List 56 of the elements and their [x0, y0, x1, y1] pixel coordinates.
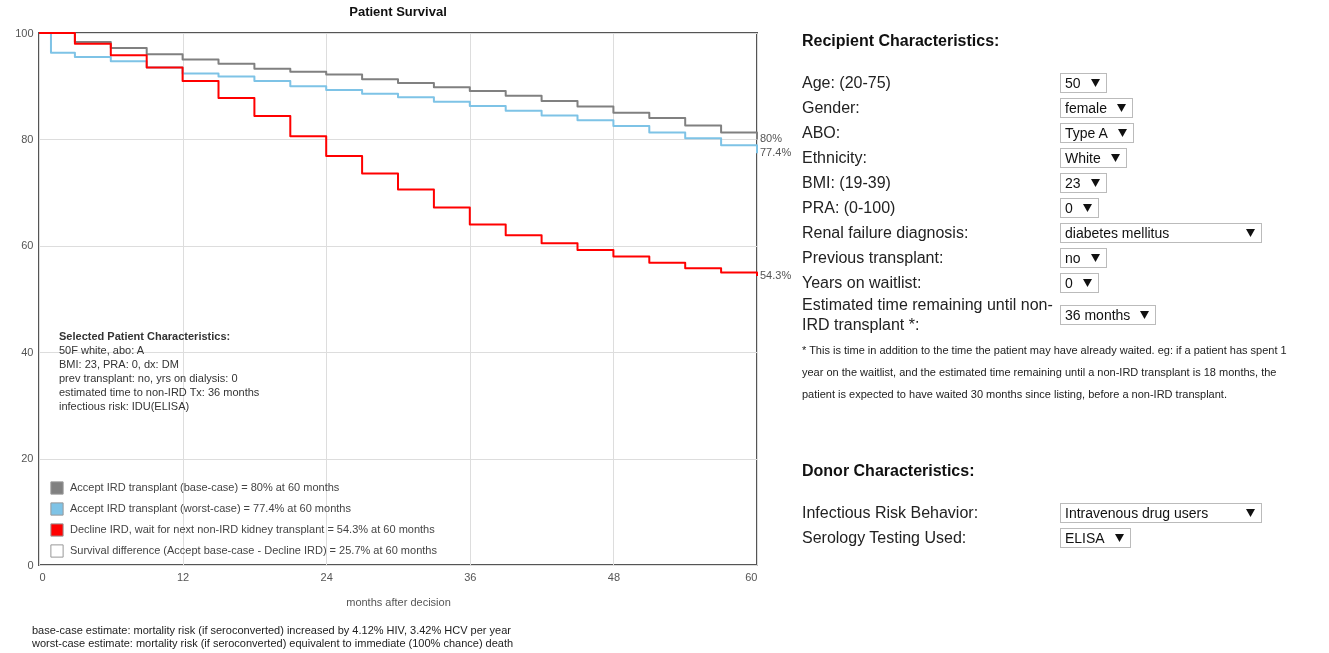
data-label: 54.3%	[760, 269, 792, 282]
annotation: BMI: 23, PRA: 0, dx: DM	[59, 358, 179, 370]
text: Infectious Risk Behavior:	[802, 502, 980, 523]
data-label: 77.4%	[760, 146, 792, 159]
dropdown: no	[1060, 247, 1107, 268]
text: * This is time in addition to the time the patient may have already waited. eg: if a patient has spent 1 year on the waitlist, and the estimated time remaining until a non-IRD transplant is 18 months, the patient is expected to have waited 30 months since listing, before a non-IRD transplant.	[802, 343, 1288, 402]
y-tick-label: 60	[21, 239, 34, 252]
y-tick-label: 40	[21, 345, 34, 358]
text: Years on waitlist:	[802, 272, 923, 293]
x-tick-label: 0	[39, 570, 46, 583]
text: Donor Characteristics:	[802, 462, 976, 480]
legend-label: Accept IRD transplant (base-case) = 80% at 60 months	[70, 481, 340, 493]
dropdown: 36 months	[1060, 305, 1157, 325]
dropdown: 0	[1060, 197, 1099, 218]
annotation: Selected Patient Characteristics:	[59, 330, 231, 342]
x-tick-label: 48	[607, 570, 621, 583]
text: Age: (20-75)	[802, 72, 892, 93]
text: Gender:	[802, 97, 861, 118]
dropdown: female	[1060, 97, 1134, 118]
annotation: infectious risk: IDU(ELISA)	[59, 400, 190, 412]
data-label: 80%	[760, 132, 783, 145]
annotation: prev transplant: no, yrs on dialysis: 0	[59, 372, 238, 384]
text: Estimated time remaining until non-IRD transplant *:	[802, 295, 1054, 335]
x-tick-label: 36	[464, 570, 477, 583]
text: Renal failure diagnosis:	[802, 222, 970, 243]
dropdown: Intravenous drug users	[1060, 502, 1262, 523]
text: PRA: (0-100)	[802, 197, 897, 218]
x-tick-label: 60	[745, 570, 758, 583]
text: BMI: (19-39)	[802, 172, 892, 193]
text: Previous transplant:	[802, 247, 945, 268]
text: Recipient Characteristics:	[802, 32, 1001, 50]
legend-label: Decline IRD, wait for next non-IRD kidney transplant = 54.3% at 60 months	[70, 523, 436, 535]
dropdown: ELISA	[1060, 527, 1131, 548]
y-tick-label: 20	[21, 452, 34, 465]
dropdown: Type A	[1060, 122, 1134, 143]
dropdown: 0	[1060, 272, 1099, 293]
y-tick-label: 100	[15, 26, 34, 39]
text: Serology Testing Used:	[802, 527, 968, 548]
annotation: estimated time to non-IRD Tx: 36 months	[59, 386, 260, 398]
text: worst-case estimate: mortality risk (if seroconverted) equivalent to immediate (100% chance) death	[32, 637, 514, 650]
dropdown: diabetes mellitus	[1060, 222, 1262, 243]
dropdown: 23	[1060, 172, 1107, 193]
dropdown: 50	[1060, 72, 1107, 93]
legend-label: Accept IRD transplant (worst-case) = 77.4% at 60 months	[70, 502, 352, 514]
text: ABO:	[802, 122, 842, 143]
legend-label: Survival difference (Accept base-case - Decline IRD) = 25.7% at 60 months	[70, 544, 438, 556]
annotation: 50F white, abo: A	[59, 344, 145, 356]
dropdown: White	[1060, 147, 1127, 168]
x-axis-title: months after decision	[346, 595, 451, 608]
x-tick-label: 12	[176, 570, 190, 583]
text: Ethnicity:	[802, 147, 868, 168]
x-tick-label: 24	[320, 570, 333, 583]
chart-title: Patient Survival	[349, 4, 447, 19]
y-tick-label: 80	[21, 132, 34, 145]
y-tick-label: 0	[27, 558, 34, 571]
text: base-case estimate: mortality risk (if seroconverted) increased by 4.12% HIV, 3.42% HCV per year	[32, 624, 512, 637]
